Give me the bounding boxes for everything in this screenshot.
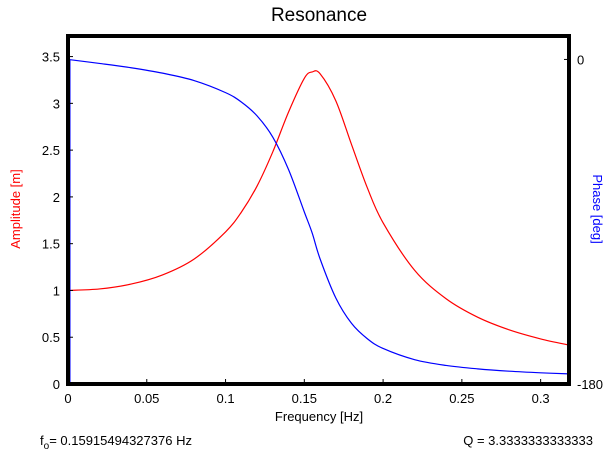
y-left-tick-label: 2.5: [42, 143, 60, 158]
chart-title: Resonance: [271, 5, 367, 26]
y-left-tick-label: 3.5: [42, 50, 60, 65]
y-left-tick-label: 0.5: [42, 330, 60, 345]
quality-factor-label: Q = 3.3333333333333: [463, 433, 593, 448]
natural-frequency-value: = 0.15915494327376 Hz: [49, 433, 192, 448]
plot-frame: [66, 34, 571, 386]
natural-frequency-symbol: f: [40, 433, 44, 448]
natural-frequency-label: fo= 0.15915494327376 Hz: [40, 433, 192, 452]
natural-frequency-subscript: o: [44, 441, 50, 452]
y-right-tick-label: 0: [577, 52, 584, 67]
x-axis-label: Frequency [Hz]: [275, 409, 363, 424]
x-tick-label: 0.05: [134, 391, 159, 406]
plot-area: [68, 36, 569, 384]
y-left-tick-label: 0: [53, 377, 60, 392]
y-left-tick-label: 1: [53, 283, 60, 298]
y-right-tick-label: -180: [577, 377, 603, 392]
y-left-tick-label: 1.5: [42, 237, 60, 252]
y-axis-label-left: Amplitude [m]: [8, 169, 23, 248]
x-tick-label: 0.25: [449, 391, 474, 406]
x-tick-label: 0.3: [532, 391, 550, 406]
series-line-phase: [67, 58, 570, 375]
x-tick-label: 0.2: [374, 391, 392, 406]
x-tick-label: 0: [64, 391, 71, 406]
series-line-amplitude: [67, 70, 570, 346]
x-tick-label: 0.15: [292, 391, 317, 406]
x-tick-label: 0.1: [217, 391, 235, 406]
y-left-tick-label: 2: [53, 190, 60, 205]
y-axis-label-right: Phase [deg]: [590, 174, 605, 243]
y-left-tick-label: 3: [53, 96, 60, 111]
